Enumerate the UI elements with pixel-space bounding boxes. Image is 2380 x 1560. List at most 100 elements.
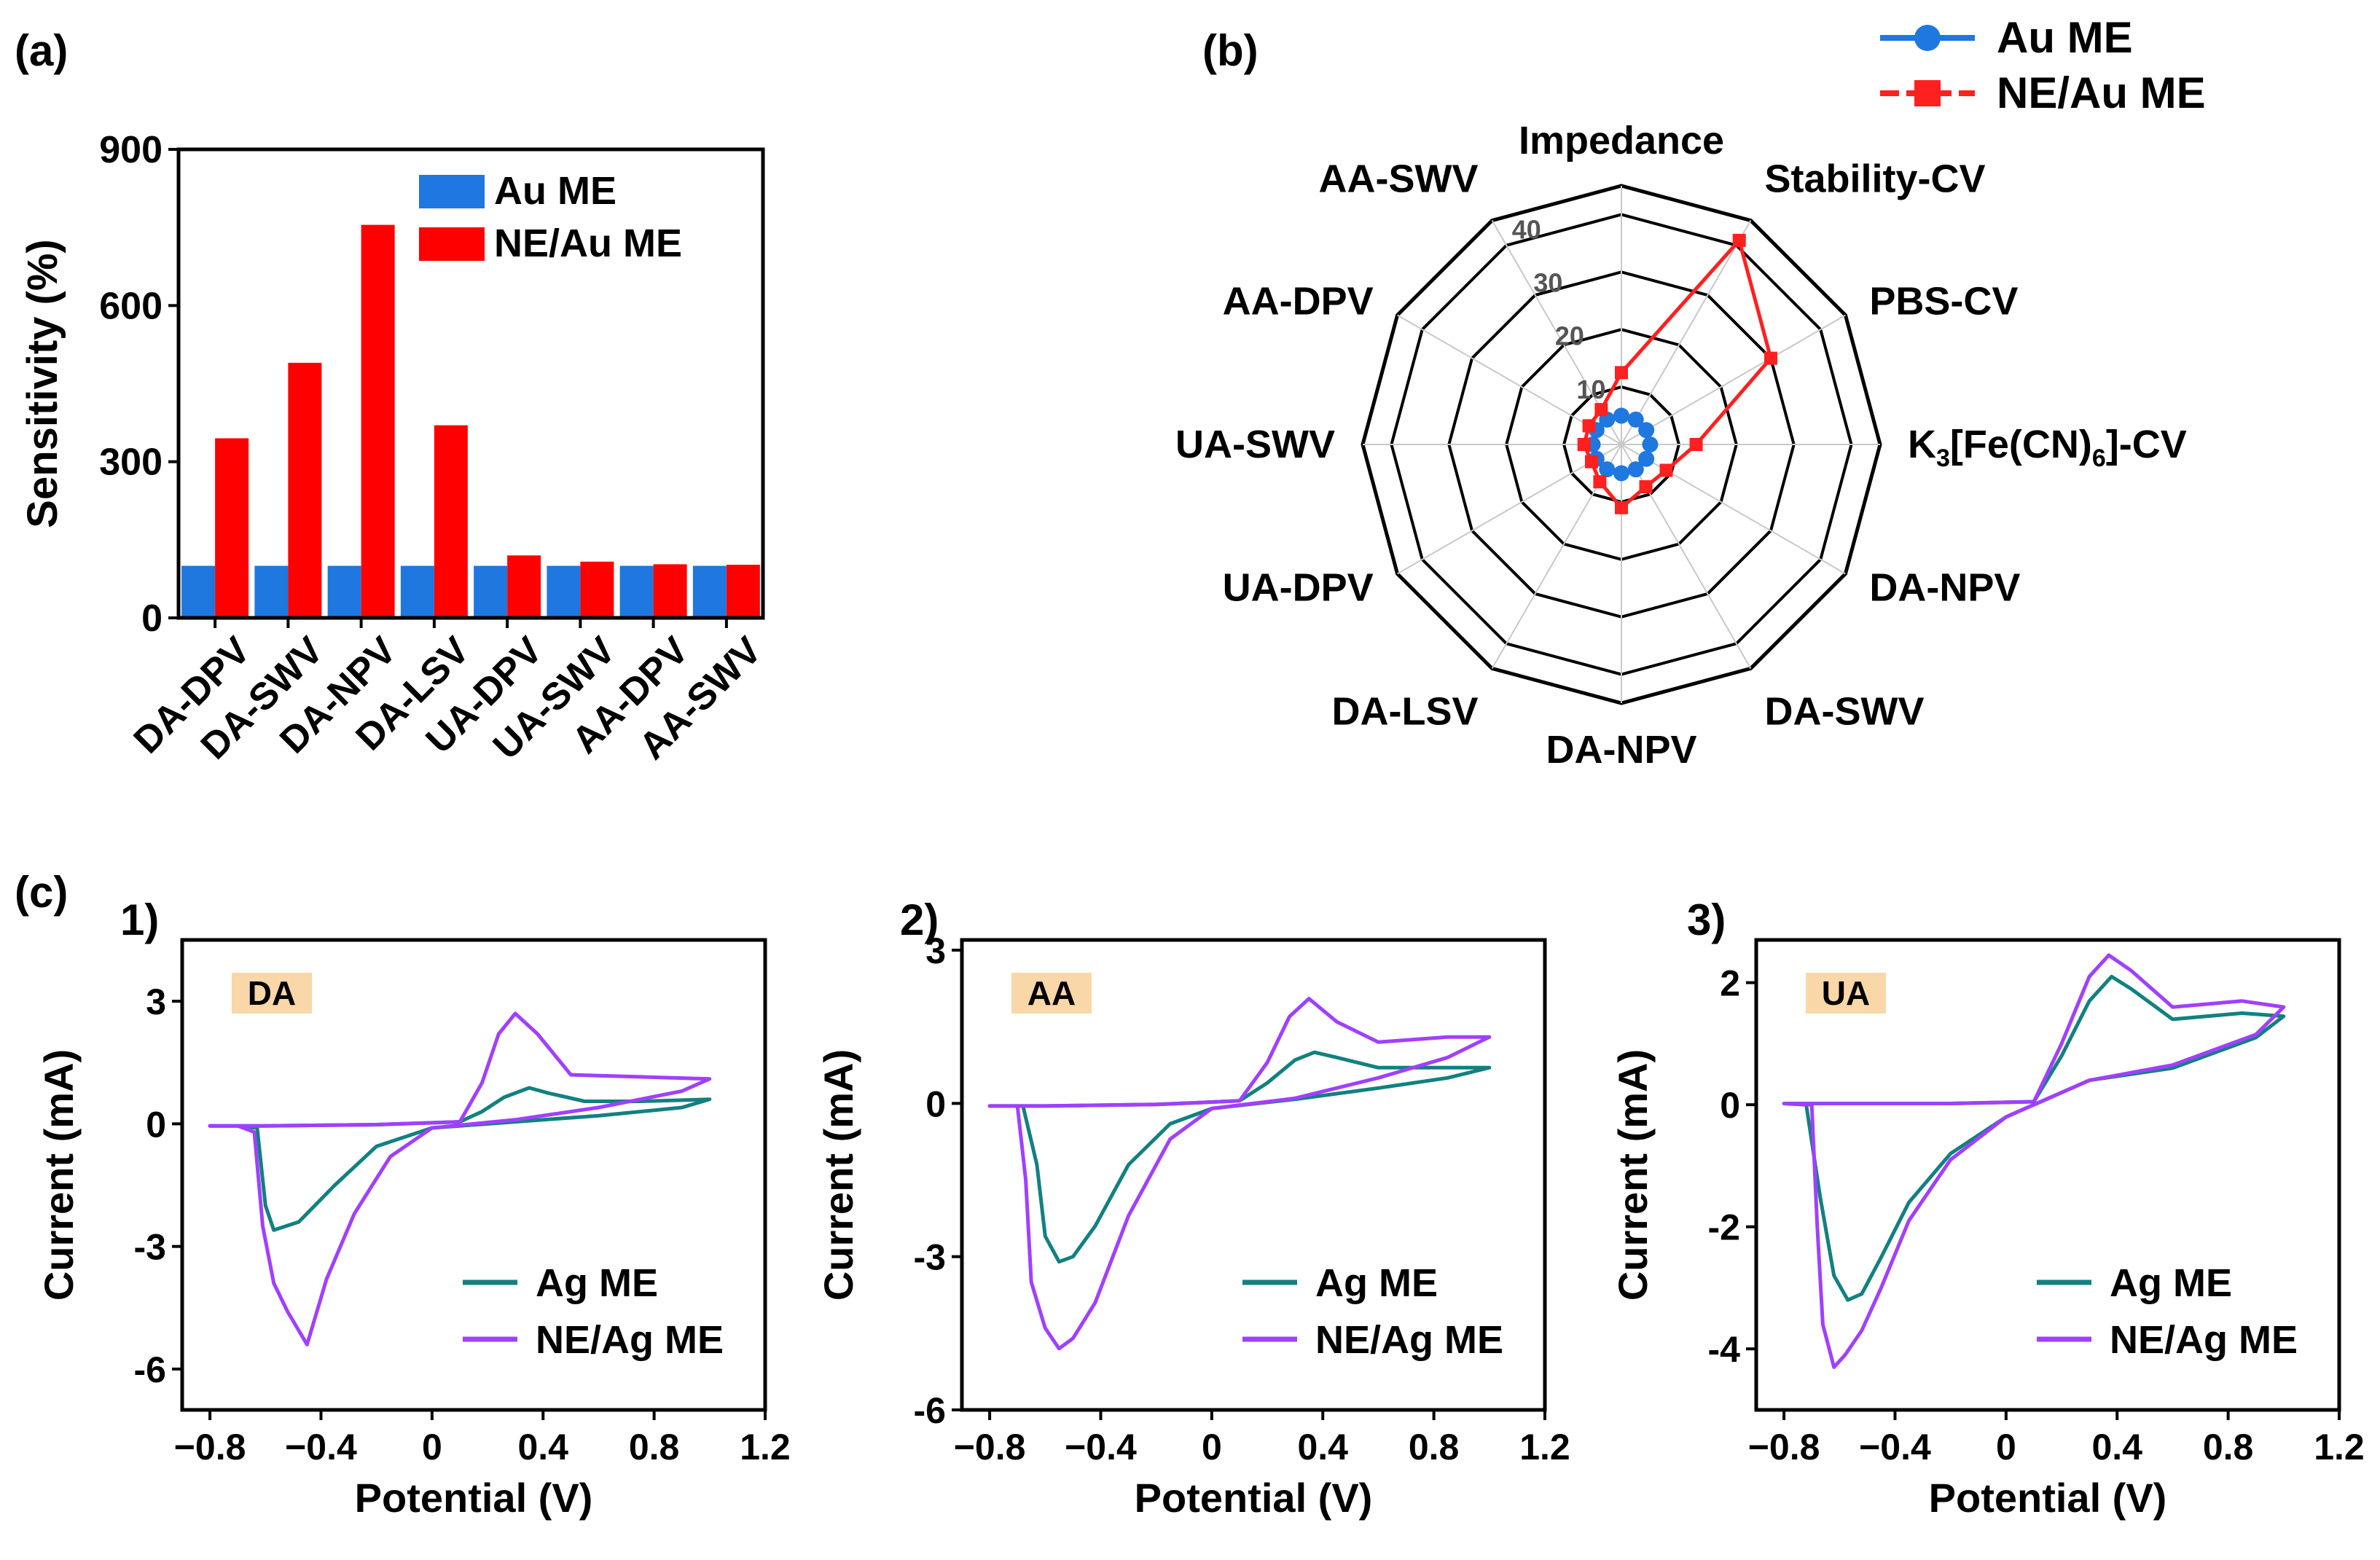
x-tick-label: 0.8 xyxy=(629,1427,680,1467)
legend-label: Ag ME xyxy=(1315,1261,1438,1305)
x-axis-label: Potential (V) xyxy=(1929,1475,2167,1521)
radar-chart: 10 20 30 40 Impedance Stability-CV PBS-CV K3[Fe… xyxy=(1175,13,2206,772)
radar-axis-label: Impedance xyxy=(1519,119,1724,162)
cv-curve-ag-me xyxy=(987,1050,1492,1264)
bar-ne-au-me-ua-dpv xyxy=(507,555,541,618)
bar-ne-au-me-aa-swv xyxy=(726,565,760,618)
bar-ne-au-me-da-dpv xyxy=(215,438,249,618)
cv-curve-ag-me xyxy=(1782,974,2286,1302)
analyte-tag: UA xyxy=(1822,974,1870,1012)
y-axis-label: Current (mA) xyxy=(815,1049,861,1301)
bar-ne-au-me-da-swv xyxy=(288,362,322,618)
analyte-tag-bg xyxy=(1806,973,1886,1014)
panel-label-c: (c) xyxy=(15,868,68,917)
x-tick-label: 0.4 xyxy=(1297,1427,1348,1467)
bar-au-me-aa-dpv xyxy=(619,565,654,618)
cv-chart-da: −0.8 −0.4 0 0.4 0.8 1.2 -6 -3 0 3 Potential (V) Cur… xyxy=(36,938,791,1521)
radar-point-au-me xyxy=(1627,411,1644,428)
legend-marker xyxy=(1914,25,1941,51)
x-tick-label: 0.4 xyxy=(2091,1427,2142,1467)
radar-spoke xyxy=(1621,444,1846,575)
radar-point-au-me xyxy=(1627,461,1644,478)
x-axis-label: Potential (V) xyxy=(1135,1475,1373,1521)
cv-chart-aa: −0.8 −0.4 0 0.4 0.8 1.2 -6 -3 0 3 Potential (V) Cur… xyxy=(815,930,1570,1521)
x-tick-label: −0.8 xyxy=(954,1427,1026,1467)
y-tick-label: -6 xyxy=(134,1349,166,1390)
y-tick-label: 2 xyxy=(1720,963,1740,1004)
radar-point-au-me xyxy=(1642,436,1659,452)
radar-spoke xyxy=(1621,220,1752,445)
legend-label: NE/Au ME xyxy=(494,222,682,265)
radar-axis-label: PBS-CV xyxy=(1869,280,2018,324)
radar-point-ne-au-me xyxy=(1594,403,1608,417)
bar-au-me-da-swv xyxy=(254,565,289,618)
x-axis-label: Potential (V) xyxy=(355,1475,593,1521)
bar-au-me-ua-swv xyxy=(547,565,581,618)
radar-point-au-me xyxy=(1613,407,1629,424)
radar-point-ne-au-me xyxy=(1585,455,1599,469)
radar-point-ne-au-me xyxy=(1659,463,1673,477)
y-axis-label: Current (mA) xyxy=(1610,1049,1656,1301)
bar-ne-au-me-ua-swv xyxy=(580,561,614,618)
radar-spoke xyxy=(1397,444,1622,575)
legend-marker xyxy=(1914,80,1941,106)
bar-au-me-ua-dpv xyxy=(474,565,508,618)
radar-point-ne-au-me xyxy=(1615,501,1628,514)
plot-frame xyxy=(176,147,765,620)
radar-ring-label: 10 xyxy=(1576,375,1605,404)
y-tick-label: -6 xyxy=(914,1390,946,1431)
panel-label-c3: 3) xyxy=(1687,895,1726,944)
radar-point-ne-au-me xyxy=(1764,351,1777,365)
panel-label-b: (b) xyxy=(1202,26,1258,75)
bar-au-me-da-dpv xyxy=(181,565,216,618)
cv-curve-ne-ag-me xyxy=(1782,953,2286,1369)
y-tick-label: 300 xyxy=(99,442,163,484)
y-tick-label: 0 xyxy=(141,597,163,640)
bar-au-me-da-lsv xyxy=(400,565,434,618)
radar-spoke xyxy=(1621,314,1846,445)
x-tick-label: −0.8 xyxy=(1748,1427,1820,1467)
radar-axis-label: AA-SWV xyxy=(1319,157,1479,201)
radar-point-ne-au-me xyxy=(1593,475,1607,489)
x-tick-label: 0.4 xyxy=(517,1427,568,1467)
analyte-tag-bg xyxy=(1011,973,1092,1014)
x-tick-label: 0 xyxy=(1202,1427,1222,1467)
radar-point-ne-au-me xyxy=(1582,419,1596,433)
radar-axis-label: DA-SWV xyxy=(1765,689,1925,733)
x-tick-label: 1.2 xyxy=(1519,1427,1570,1467)
radar-point-au-me xyxy=(1613,465,1629,482)
radar-axis-label: UA-DPV xyxy=(1223,566,1374,610)
radar-axis-label: UA-SWV xyxy=(1175,423,1335,466)
x-tick-label: −0.4 xyxy=(1859,1427,1931,1467)
radar-axis-label: DA-LSV xyxy=(1332,689,1479,733)
radar-axis-label: K3[Fe(CN)6]-CV xyxy=(1908,423,2187,472)
radar-point-au-me xyxy=(1638,422,1655,439)
radar-point-ne-au-me xyxy=(1732,233,1746,247)
panel-label-c2: 2) xyxy=(900,895,939,944)
legend-swatch xyxy=(419,227,485,261)
bar-ne-au-me-aa-dpv xyxy=(653,564,687,618)
radar-ring-label: 20 xyxy=(1555,321,1584,351)
radar-axis-label: DA-NPV xyxy=(1869,566,2020,610)
y-tick-label: 0 xyxy=(1720,1085,1740,1126)
bar-au-me-aa-swv xyxy=(692,565,727,618)
plot-frame xyxy=(960,938,1547,1412)
radar-point-ne-au-me xyxy=(1615,366,1628,380)
legend-label: Au ME xyxy=(1997,13,2133,62)
x-tick-label: −0.8 xyxy=(174,1427,246,1467)
cv-curve-ne-ag-me xyxy=(987,997,1492,1351)
plot-frame xyxy=(180,938,767,1412)
y-tick-label: 0 xyxy=(925,1083,946,1124)
radar-ring-label: 40 xyxy=(1512,214,1541,244)
radar-point-ne-au-me xyxy=(1689,438,1703,451)
radar-axis-label: AA-DPV xyxy=(1223,280,1374,324)
y-tick-label: -3 xyxy=(134,1227,166,1268)
y-tick-label: 900 xyxy=(99,129,163,171)
x-tick-label: 0.8 xyxy=(2203,1427,2254,1467)
y-tick-label: 600 xyxy=(99,285,163,327)
legend-label: NE/Ag ME xyxy=(536,1318,724,1362)
legend-label: Ag ME xyxy=(2110,1261,2232,1305)
y-tick-label: 0 xyxy=(146,1104,166,1145)
y-tick-label: 3 xyxy=(925,930,946,971)
